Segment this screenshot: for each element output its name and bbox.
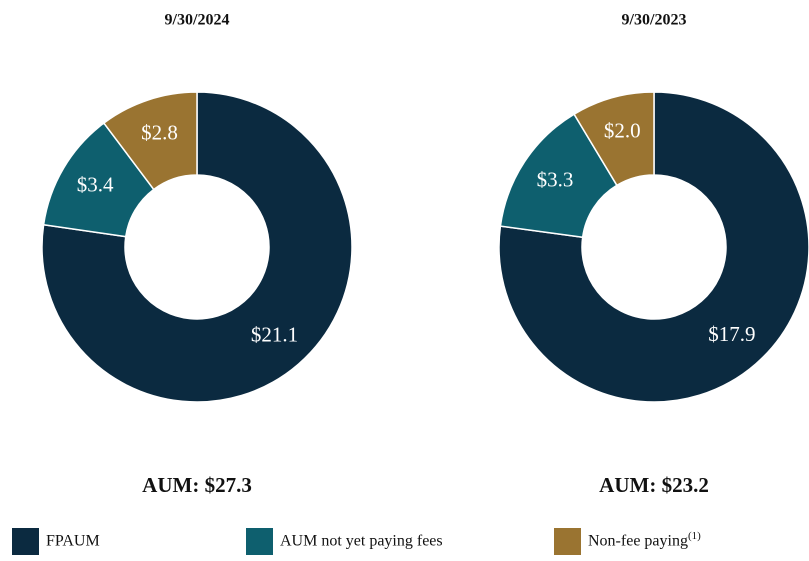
donut-slice — [498, 91, 809, 403]
total-annotation: AUM: $27.3 — [142, 473, 252, 497]
chart-title: 9/30/2023 — [622, 12, 687, 29]
legend-swatch — [12, 528, 39, 555]
donut-slice — [102, 91, 198, 191]
value-label: $21.1 — [251, 322, 298, 346]
donut-slice — [573, 91, 655, 187]
value-label: $3.3 — [537, 168, 574, 192]
legend-label: FPAUM — [46, 533, 100, 550]
legend-label: AUM not yet paying fees — [280, 533, 443, 550]
legend-label: Non-fee paying(1) — [588, 530, 701, 550]
legend-swatch — [554, 528, 581, 555]
legend-swatch — [246, 528, 273, 555]
donut-slice — [41, 91, 353, 403]
value-label: $17.9 — [708, 322, 755, 346]
value-label: $2.8 — [141, 120, 178, 144]
value-label: $2.0 — [604, 119, 641, 143]
chart-title: 9/30/2024 — [165, 12, 230, 29]
legend-footnote: (1) — [688, 530, 701, 542]
total-annotation: AUM: $23.2 — [599, 473, 709, 497]
value-label: $3.4 — [77, 172, 114, 196]
